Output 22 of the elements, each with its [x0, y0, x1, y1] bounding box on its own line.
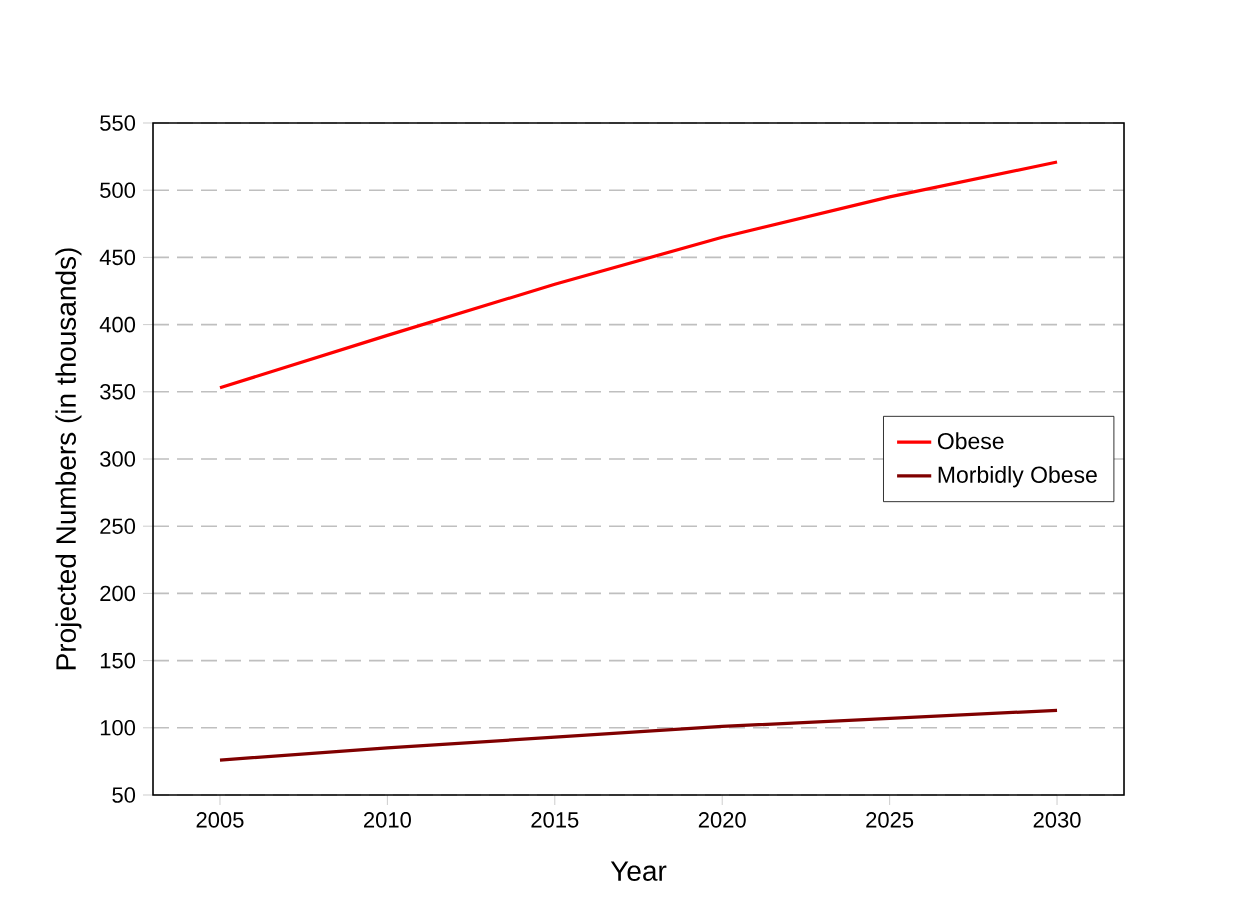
x-tick-label: 2025: [866, 812, 914, 828]
y-tick-label: 200: [100, 585, 136, 602]
y-tick-label: 450: [99, 249, 136, 266]
x-tick-label: 2005: [196, 812, 244, 828]
y-tick-label: 50: [112, 787, 136, 803]
x-axis-title: Year: [610, 861, 667, 881]
y-tick-label: 100: [100, 720, 136, 736]
y-tick-label: 500: [100, 182, 136, 198]
x-tick-label: 2015: [531, 812, 579, 828]
line-series: [218, 160, 1059, 390]
x-tick-label: 2020: [698, 812, 746, 828]
x-tick-label: 2030: [1033, 812, 1081, 828]
legend-label: Morbidly Obese: [938, 466, 1097, 488]
x-tick-label: 2010: [364, 812, 411, 828]
y-axis-title: Projected Numbers (in thousands): [55, 248, 82, 670]
y-tick-label: 400: [99, 316, 136, 333]
y-tick-label: 250: [100, 518, 136, 534]
y-tick-label: 350: [100, 384, 136, 400]
y-tick-label: 150: [100, 652, 136, 669]
y-tick-label: 300: [100, 451, 136, 467]
legend-label: Obese: [937, 432, 1004, 450]
y-tick-label: 550: [100, 115, 136, 131]
